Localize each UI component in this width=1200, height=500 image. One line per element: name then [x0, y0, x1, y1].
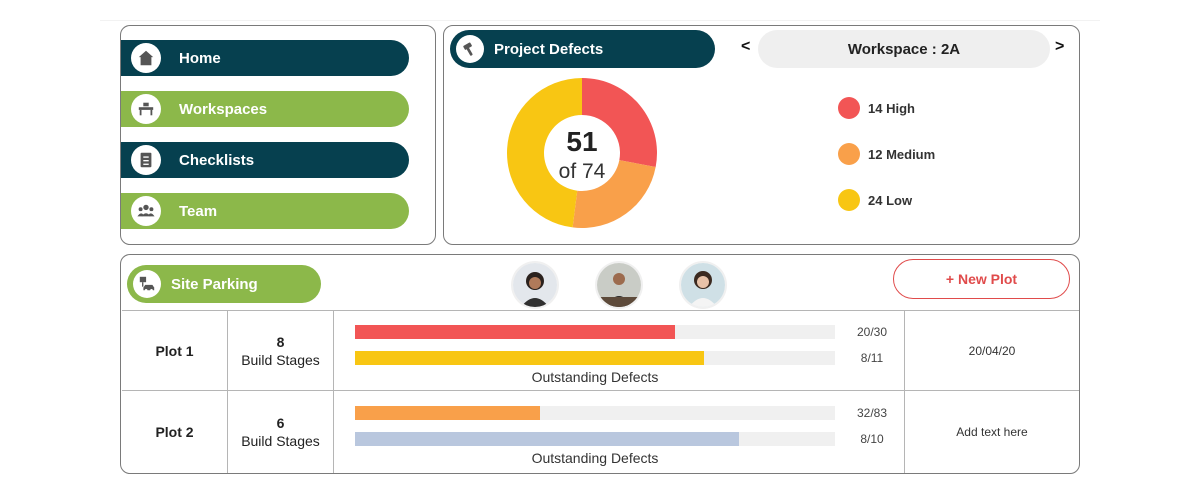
team-icon — [131, 196, 161, 226]
plot-2-defects-cell — [334, 391, 905, 473]
top-divider — [100, 20, 1100, 21]
workspace-label: Workspace : 2A — [847, 40, 961, 58]
nav-item-checklists[interactable]: Checklists — [121, 142, 409, 178]
plot-2-date-cell[interactable]: Add text here — [905, 391, 1079, 473]
nav-item-team[interactable]: Team — [121, 193, 409, 229]
stages-count: 8 — [276, 333, 285, 350]
site-parking-title: Site Parking — [171, 275, 258, 293]
legend-label: 12 Medium — [868, 146, 936, 162]
defect-bar-fill — [355, 325, 675, 339]
plot-1-defects-cell — [334, 311, 905, 390]
defect-bar-label: 20/30 — [856, 325, 888, 339]
checklist-icon — [131, 145, 161, 175]
workspace-desk-icon — [131, 94, 161, 124]
stages-label: Build Stages — [241, 433, 320, 449]
stages-label: Build Stages — [241, 351, 320, 368]
team-member-avatar[interactable] — [681, 263, 725, 307]
new-plot-button[interactable]: + New Plot — [893, 259, 1070, 299]
legend-item-medium: 12 Medium — [838, 143, 935, 165]
legend-label: 14 High — [868, 100, 915, 116]
parking-car-icon — [133, 270, 161, 298]
defect-bar-track — [355, 325, 835, 339]
team-member-avatar[interactable] — [513, 263, 557, 307]
defect-bar-label: 8/10 — [860, 432, 884, 446]
site-parking-header: Site Parking — [127, 265, 321, 303]
defects-open-count: 51 — [566, 126, 598, 157]
navigation-panel: Home Workspaces Checklists Team — [120, 25, 436, 245]
workspace-selector[interactable]: Workspace : 2A — [758, 30, 1050, 68]
row-divider — [122, 310, 1079, 311]
home-icon — [131, 43, 161, 73]
plot-1-stages-cell: 8 Build Stages — [228, 311, 334, 390]
outstanding-defects-caption: Outstanding Defects — [531, 369, 659, 385]
defect-bar-fill — [355, 351, 705, 365]
stages-count: 6 — [276, 415, 285, 431]
legend-item-low: 24 Low — [838, 189, 912, 211]
nav-item-label: Checklists — [179, 151, 255, 169]
avatar-man-desk — [597, 263, 641, 307]
donut-slice-medium — [572, 160, 656, 228]
plot-name: Plot 2 — [155, 424, 194, 440]
donut-slice-low — [506, 78, 582, 228]
plot-date: Add text here — [956, 425, 1028, 439]
plot-name: Plot 1 — [155, 342, 194, 359]
plot-1-date-cell[interactable]: 20/04/20 — [905, 311, 1079, 390]
workspace-next-button[interactable]: > — [1055, 38, 1065, 55]
high-dot-icon — [838, 97, 860, 119]
site-parking-panel: Site Parking + New Plot Plot 1 — [120, 254, 1080, 474]
defect-bar-label: 8/11 — [860, 351, 884, 365]
legend-item-high: 14 High — [838, 97, 915, 119]
outstanding-defects-caption: Outstanding Defects — [531, 450, 659, 466]
defects-donut-chart — [506, 78, 657, 228]
workspace-prev-button[interactable]: < — [741, 38, 751, 55]
hammer-icon — [456, 35, 484, 63]
nav-item-label: Workspaces — [179, 100, 268, 118]
project-defects-header: Project Defects — [450, 30, 715, 68]
nav-item-workspaces[interactable]: Workspaces — [121, 91, 409, 127]
plot-2-stages-cell: 6 Build Stages — [228, 391, 334, 473]
low-dot-icon — [838, 189, 860, 211]
project-defects-title: Project Defects — [494, 40, 604, 58]
avatar-woman-thinking — [513, 263, 557, 307]
table-row-plot-1-name-cell[interactable]: Plot 1 — [122, 311, 228, 390]
defect-bar-fill — [355, 432, 739, 446]
nav-item-label: Home — [179, 49, 221, 67]
row-divider — [122, 390, 1079, 391]
defect-bar-fill — [355, 406, 541, 420]
donut-slice-high — [582, 78, 657, 168]
team-member-avatar[interactable] — [597, 263, 641, 307]
medium-dot-icon — [838, 143, 860, 165]
defects-total-label: of 74 — [558, 160, 606, 183]
nav-item-home[interactable]: Home — [121, 40, 409, 76]
defect-bar-track — [355, 351, 835, 365]
defect-bar-track — [355, 432, 835, 446]
plot-date: 20/04/20 — [968, 343, 1016, 358]
plots-table: Plot 1 8 Build Stages 20/30 8/11 Outstand… — [122, 310, 1079, 473]
nav-item-label: Team — [179, 202, 218, 220]
avatar-woman-smiling — [681, 263, 725, 307]
table-row-plot-2-name-cell[interactable]: Plot 2 — [122, 391, 228, 473]
defect-bar-label: 32/83 — [856, 406, 888, 420]
project-defects-panel: Project Defects < Workspace : 2A > 51 of… — [443, 25, 1080, 245]
legend-label: 24 Low — [868, 192, 913, 208]
defect-bar-track — [355, 406, 835, 420]
